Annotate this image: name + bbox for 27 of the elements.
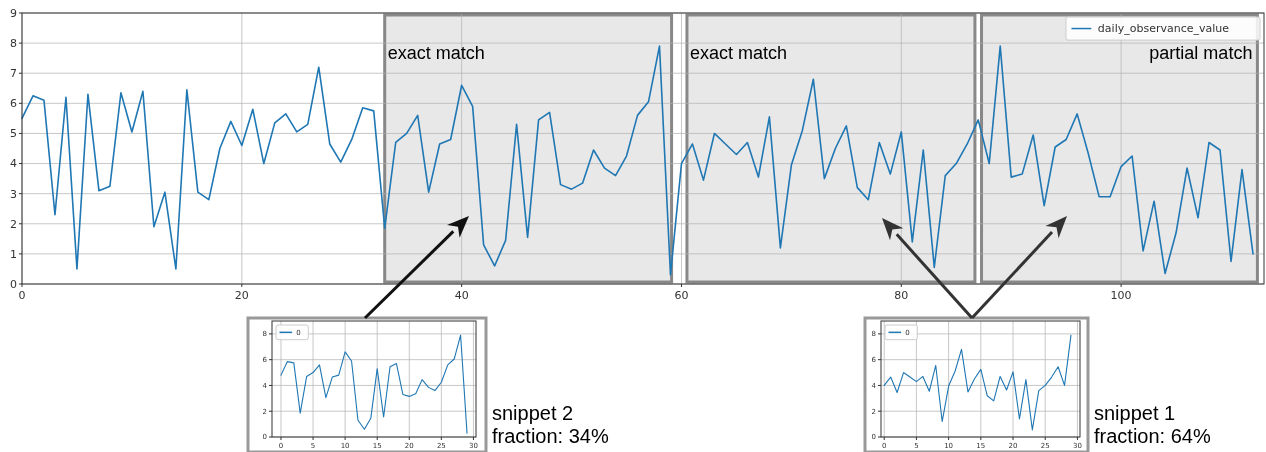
text: snippet 2	[492, 402, 574, 424]
band-label: exact match	[689, 43, 788, 63]
y-tick-label: 1	[10, 247, 17, 261]
text: fraction: 64%	[1094, 425, 1211, 447]
band-label: exact match	[387, 43, 485, 63]
line-series	[21, 45, 1254, 276]
y-tick-label: 0	[10, 277, 17, 291]
x-tick-label: 80	[894, 289, 909, 302]
line-series	[280, 334, 468, 434]
y-tick-label: 4	[10, 157, 17, 171]
text: fraction: 34%	[492, 425, 609, 447]
line-series	[883, 334, 1072, 431]
y-tick-label: 3	[10, 187, 17, 201]
y-tick-label: 2	[10, 217, 17, 231]
x-tick-label: 20	[234, 289, 249, 302]
x-tick-label: 60	[674, 289, 689, 302]
x-tick-label: 0	[18, 289, 26, 302]
legend-label: daily_observance_value	[1097, 22, 1230, 36]
x-tick-label: 100	[1110, 289, 1132, 302]
y-tick-label: 5	[10, 127, 17, 141]
text: snippet 1	[1094, 402, 1176, 424]
y-tick-label: 8	[10, 36, 17, 50]
y-tick-label: 6	[10, 97, 17, 111]
y-tick-label: 7	[10, 67, 17, 81]
x-tick-label: 40	[454, 289, 469, 302]
y-tick-label: 9	[10, 6, 17, 20]
band-label: partial match	[1149, 43, 1253, 63]
